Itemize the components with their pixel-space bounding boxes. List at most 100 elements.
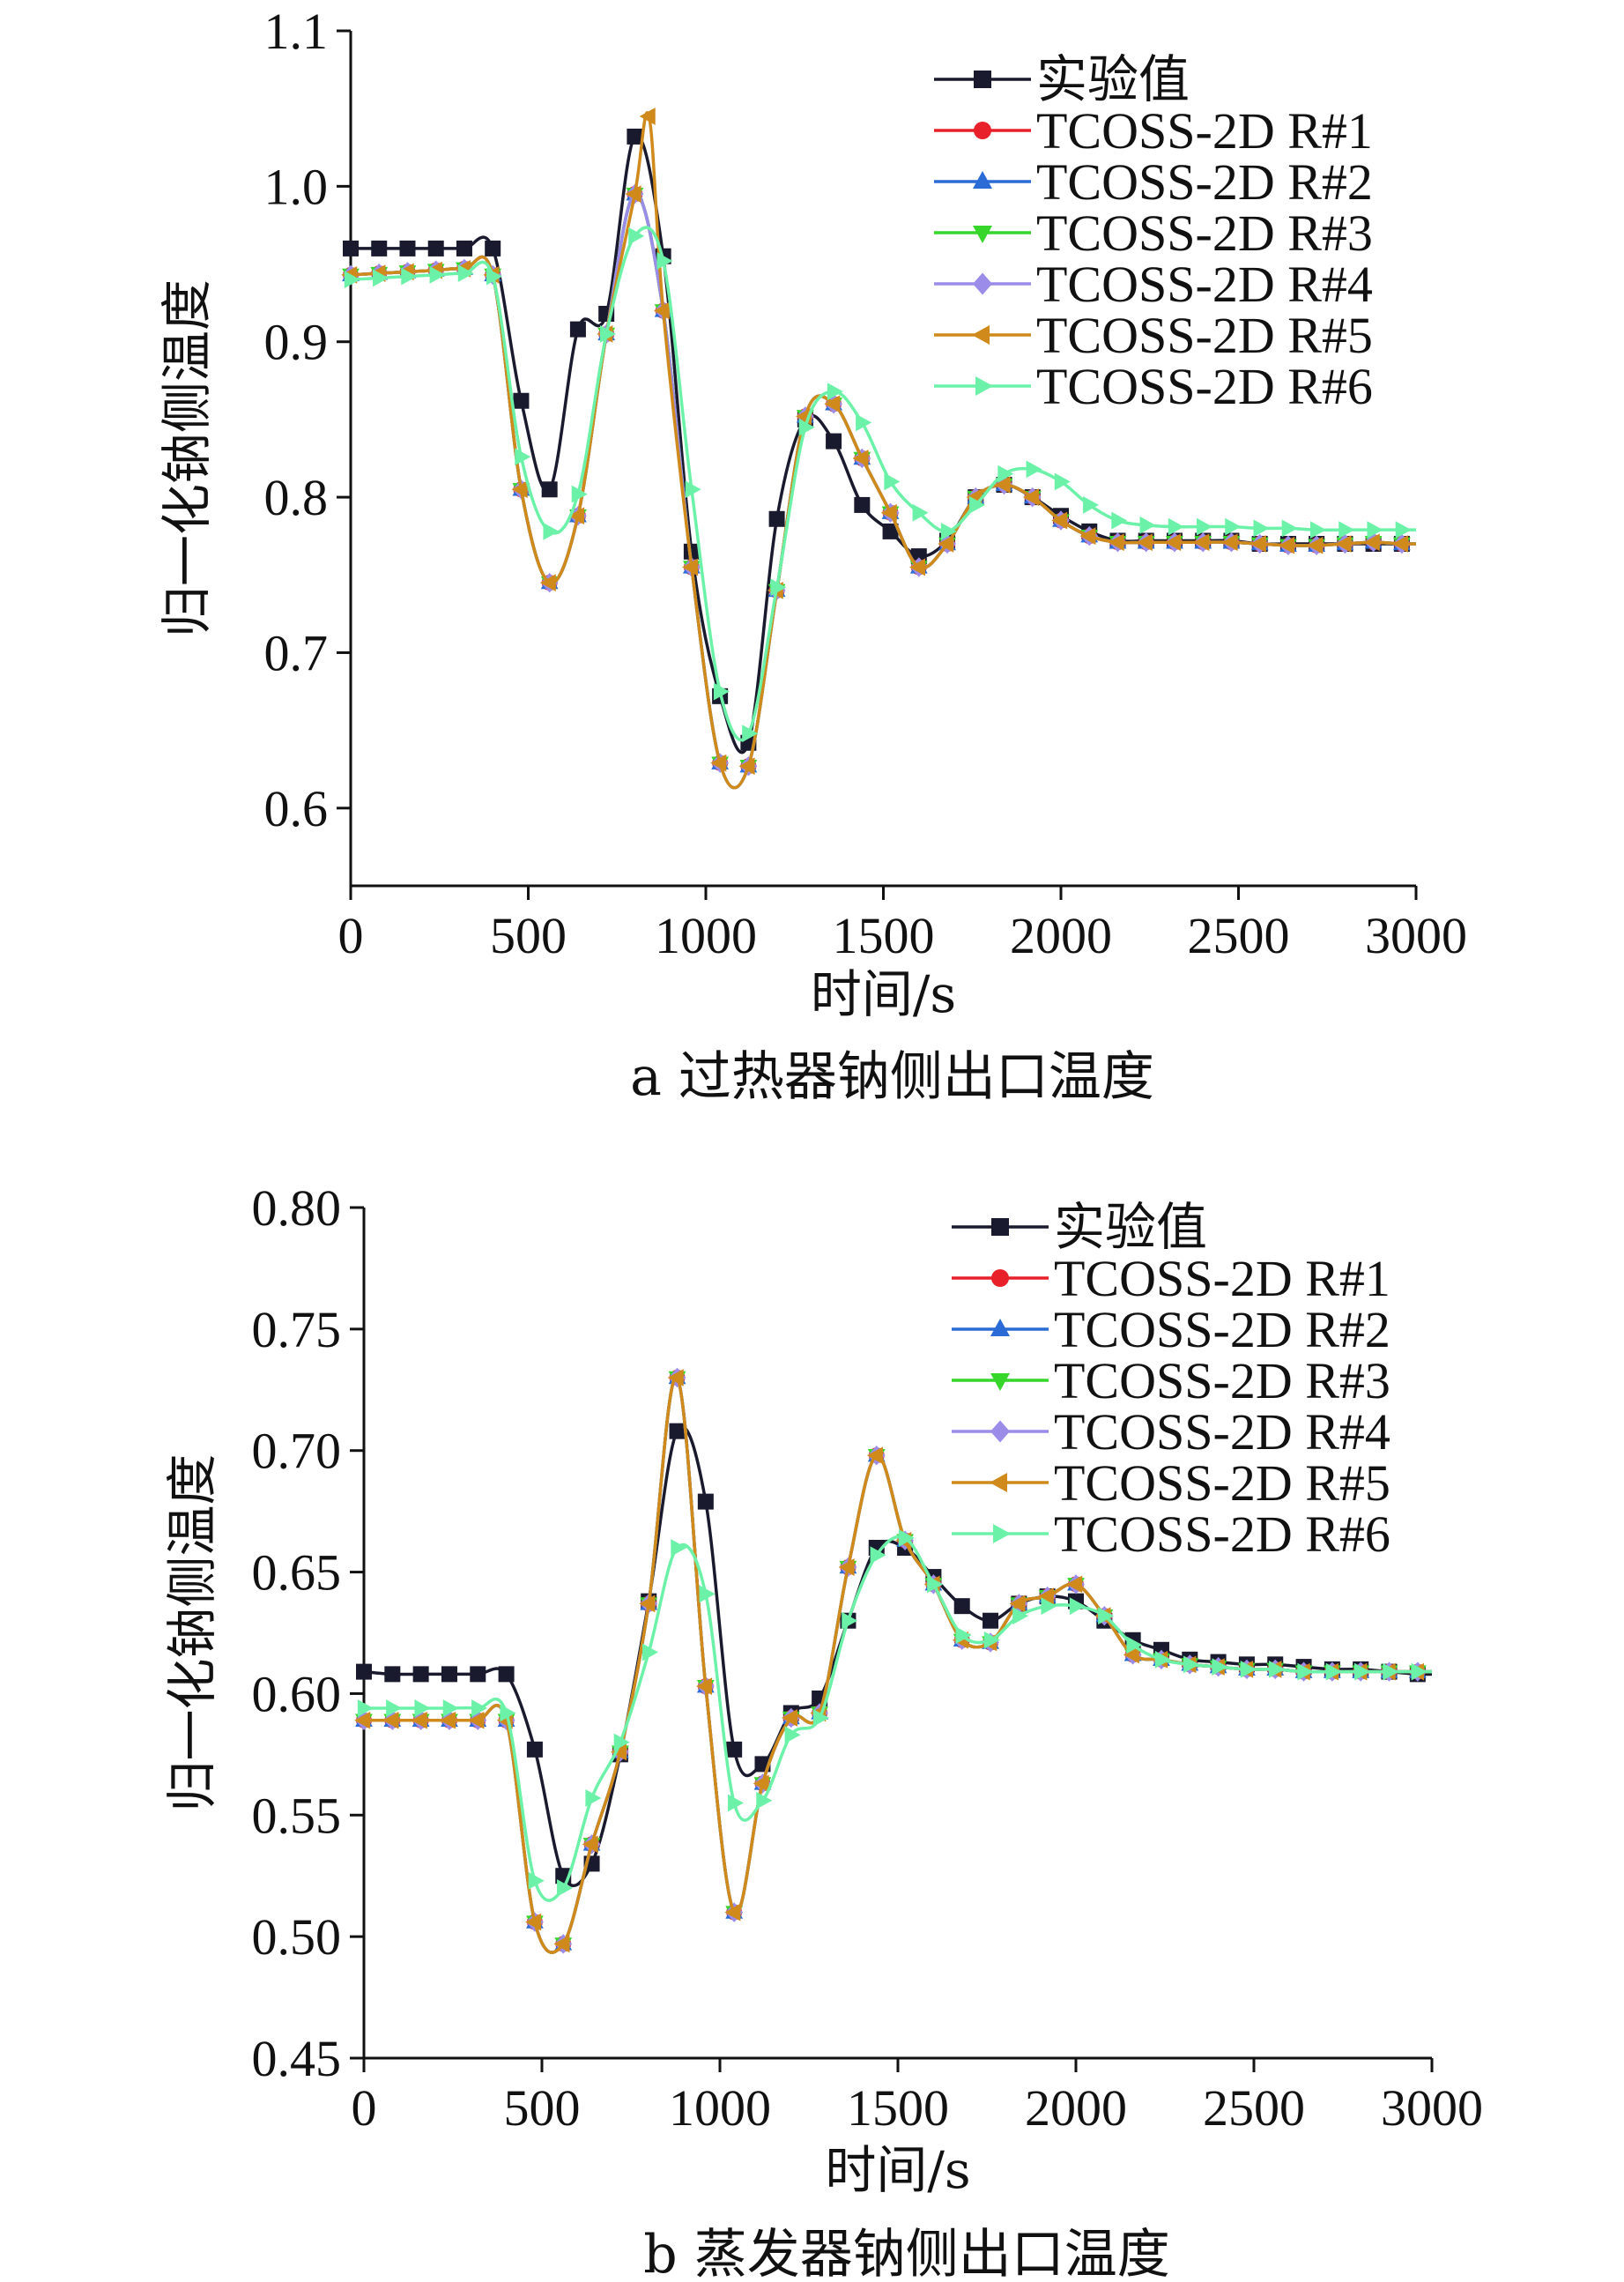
x-tick-label: 2000	[1025, 2079, 1127, 2137]
y-tick-label: 0.9	[264, 314, 329, 371]
data-point	[768, 510, 785, 527]
data-point	[344, 271, 360, 289]
data-point	[568, 507, 585, 525]
data-point	[1009, 1594, 1026, 1613]
data-point	[1069, 1597, 1086, 1616]
data-point	[1037, 1587, 1054, 1606]
data-point	[1012, 1607, 1029, 1625]
data-point	[401, 267, 418, 286]
legend-marker	[972, 325, 990, 345]
data-point	[382, 1711, 399, 1729]
data-point	[1281, 519, 1298, 538]
y-tick-label: 1.0	[264, 158, 329, 215]
data-point	[685, 480, 701, 499]
data-point	[671, 1539, 687, 1557]
y-tick-label: 0.50	[252, 1908, 342, 1966]
data-point	[782, 1709, 797, 1727]
legend-marker	[974, 71, 991, 88]
data-point	[386, 1699, 403, 1717]
data-point	[1165, 533, 1182, 552]
data-point	[667, 1369, 684, 1386]
data-point	[354, 1711, 371, 1729]
data-point	[1139, 516, 1156, 534]
data-point	[697, 1493, 714, 1510]
x-tick-label: 2000	[1010, 907, 1112, 964]
data-point	[1240, 1660, 1257, 1678]
data-point	[599, 325, 616, 343]
data-point	[553, 1935, 570, 1953]
data-point	[427, 240, 444, 256]
data-point	[1051, 511, 1068, 530]
data-point	[682, 558, 699, 576]
legend-marker	[990, 1319, 1010, 1336]
data-point	[854, 496, 871, 513]
data-point	[983, 1612, 999, 1629]
data-point	[656, 252, 673, 270]
data-point	[611, 1743, 627, 1761]
data-point	[738, 757, 755, 776]
data-point	[1066, 1575, 1083, 1594]
data-point	[1098, 1607, 1115, 1625]
y-tick-label: 0.8	[264, 469, 329, 526]
data-point	[528, 1871, 545, 1890]
y-tick-label: 0.55	[252, 1787, 342, 1844]
data-point	[1297, 1662, 1314, 1681]
data-point	[1022, 488, 1039, 506]
data-point	[824, 395, 841, 413]
legend-label: TCOSS-2D R#2	[1054, 1301, 1390, 1358]
data-point	[429, 265, 446, 284]
data-point	[639, 108, 656, 125]
data-point	[628, 227, 645, 245]
y-axis-title: 归一化钠侧温度	[157, 279, 217, 637]
data-point	[726, 1741, 743, 1758]
data-point	[1136, 533, 1153, 552]
legend-label: TCOSS-2D R#2	[1036, 153, 1373, 211]
data-point	[1221, 533, 1238, 552]
data-point	[912, 503, 929, 522]
data-point	[1123, 1646, 1139, 1664]
chart-panel-a: 0 500 1000 1500 2000 2500 3000 0.6 0.7 0.8 0.9 1.0 1…	[157, 3, 1467, 1108]
y-tick-label: 1.1	[264, 3, 329, 60]
data-point	[1079, 527, 1096, 546]
legend-marker	[973, 272, 992, 295]
data-point	[827, 383, 843, 401]
data-point	[770, 578, 787, 597]
y-tick-label: 0.6	[264, 780, 329, 837]
data-point	[696, 1677, 713, 1696]
data-point	[884, 472, 901, 491]
y-tick-label: 0.75	[252, 1301, 342, 1358]
data-point	[710, 754, 727, 772]
panel-caption: b 蒸发器钠侧出口温度	[643, 2224, 1169, 2282]
legend-label: TCOSS-2D R#1	[1054, 1250, 1390, 1307]
legend-label: TCOSS-2D R#4	[1054, 1403, 1390, 1461]
data-point	[500, 1704, 516, 1722]
data-point	[515, 448, 531, 466]
data-point	[399, 240, 416, 256]
data-point	[1193, 533, 1210, 552]
x-tick-label: 1500	[833, 907, 935, 964]
data-point	[356, 1663, 372, 1680]
data-point	[838, 1558, 855, 1576]
data-point	[997, 465, 1014, 483]
data-point	[486, 267, 502, 286]
data-point	[627, 128, 643, 145]
y-tick-label: 0.45	[252, 2030, 342, 2087]
data-point	[1339, 521, 1355, 539]
data-point	[713, 682, 730, 701]
data-point	[1279, 536, 1295, 554]
x-tick-label: 2500	[1203, 2079, 1305, 2137]
data-point	[909, 558, 925, 576]
data-point	[870, 1546, 886, 1565]
data-point	[1250, 535, 1266, 553]
data-point	[1395, 521, 1412, 539]
data-point	[1335, 535, 1352, 553]
data-point	[1325, 1662, 1342, 1681]
x-tick-label: 1500	[847, 2079, 949, 2137]
data-point	[371, 240, 388, 256]
x-tick-label: 500	[490, 907, 567, 964]
data-point	[994, 476, 1011, 494]
data-point	[699, 1585, 716, 1603]
data-point	[882, 523, 899, 539]
legend-marker	[973, 226, 992, 243]
data-point	[1083, 496, 1100, 514]
